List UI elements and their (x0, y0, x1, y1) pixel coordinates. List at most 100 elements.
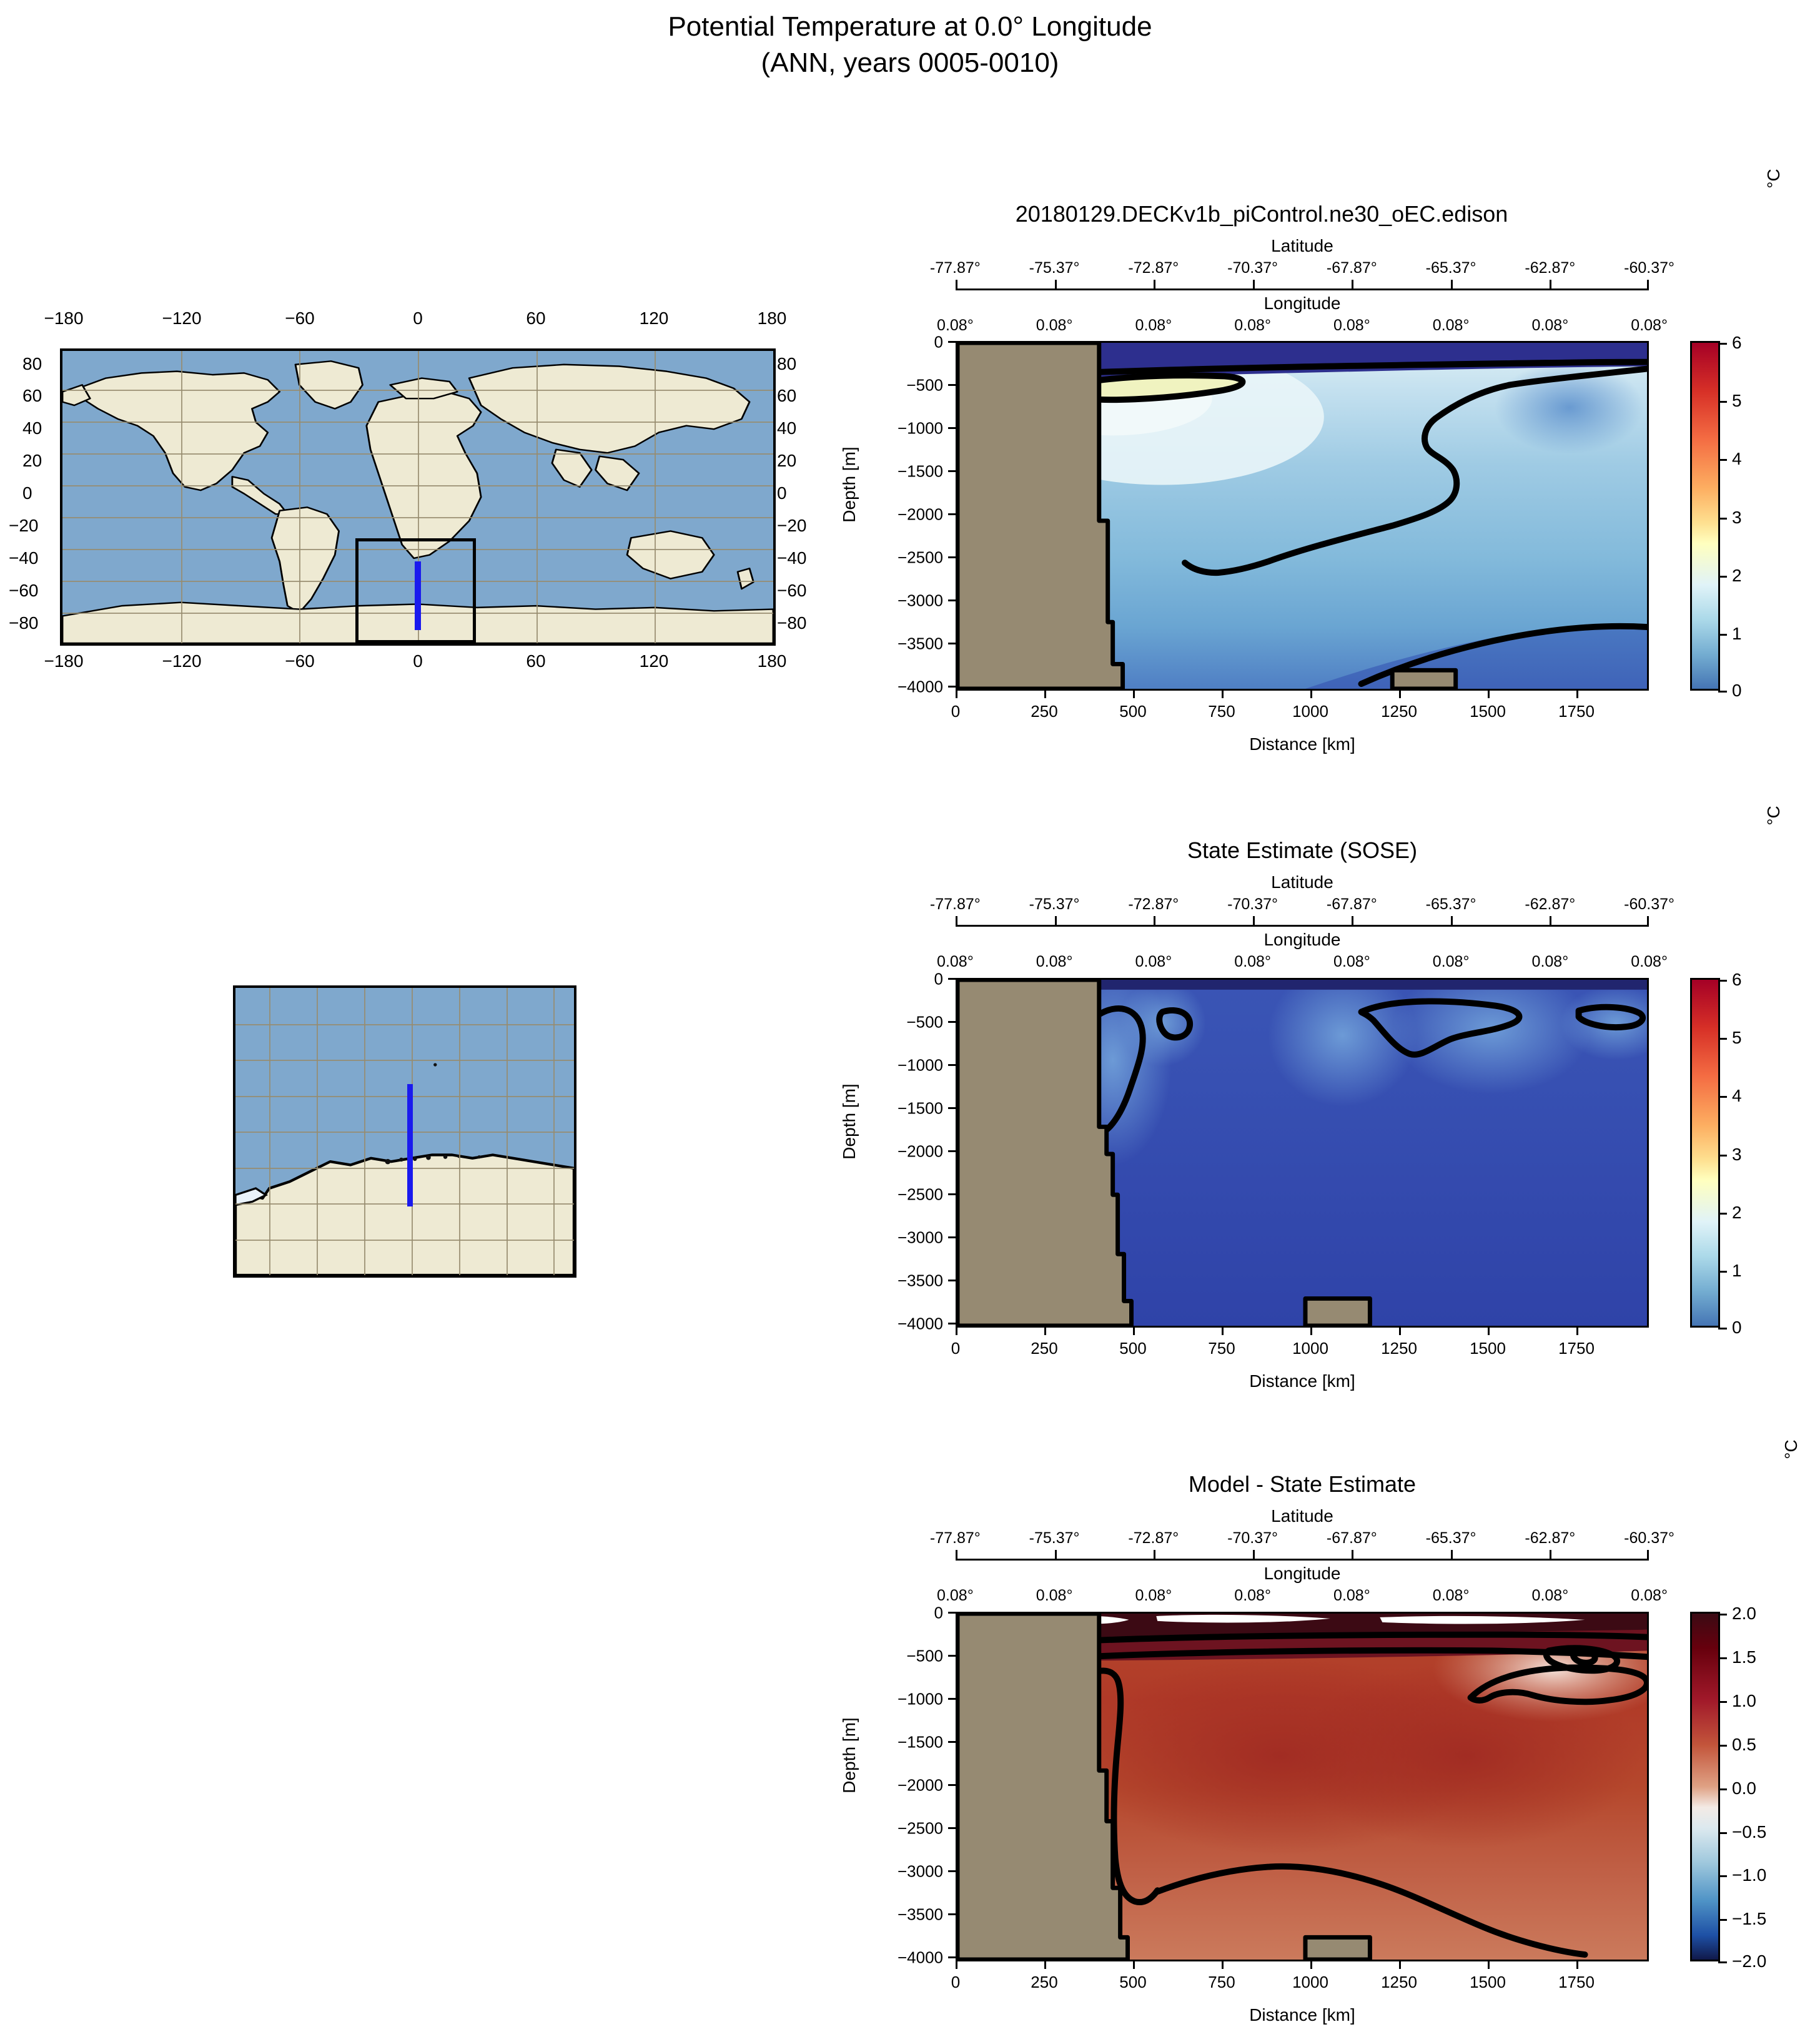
lon-tick: 0.08° (1234, 1587, 1271, 1604)
difference-cross-section-plot[interactable] (956, 1612, 1649, 1961)
longitude-axis-label: Longitude (1264, 293, 1341, 313)
world-map-xtick-bottom: 120 (639, 651, 669, 671)
distance-tick: 1750 (1558, 702, 1595, 721)
colorbar-tick: 6 (1732, 333, 1742, 352)
lon-tick: 0.08° (1631, 317, 1668, 334)
lon-tick: 0.08° (1432, 953, 1470, 970)
longitude-axis-label: Longitude (1264, 1564, 1341, 1583)
lat-tick: -65.37° (1425, 259, 1476, 277)
map-gridline (235, 1203, 574, 1205)
world-map-ytick: 40 (22, 418, 42, 438)
depth-tick: −2500 (897, 1185, 943, 1204)
colorbar-tick: 2 (1732, 566, 1742, 585)
depth-tick: 0 (934, 332, 943, 352)
depth-tick-labels: 0 −500 −1000 −1500 −2000 −2500 −3000 −35… (849, 970, 943, 1333)
distance-tick: 0 (951, 702, 961, 721)
world-map-ytick: 20 (22, 451, 42, 470)
colorbar-tick: −1.5 (1732, 1909, 1767, 1928)
distance-tick: 750 (1208, 1973, 1235, 1991)
map-gridline (235, 1239, 574, 1241)
lon-tick: 0.08° (1333, 953, 1370, 970)
lon-tick: 0.08° (937, 1587, 974, 1604)
depth-tick: −3500 (897, 1905, 943, 1924)
colorbar-tick: 0.5 (1732, 1735, 1756, 1754)
colorbar-tick: 4 (1732, 1086, 1742, 1105)
lat-tick: -72.87° (1128, 895, 1179, 913)
world-map-xtick-bottom: −180 (44, 651, 84, 671)
transect-line (407, 1084, 413, 1206)
distance-axis-label: Distance [km] (1249, 2005, 1355, 2025)
lat-tick: -77.87° (929, 1529, 981, 1547)
depth-tickmarks (948, 974, 956, 1330)
world-map[interactable] (60, 348, 776, 646)
lat-tick: -60.37° (1624, 259, 1675, 277)
colorbar-tick: 3 (1732, 508, 1742, 527)
difference-colorbar[interactable]: 2.0 1.5 1.0 0.5 0.0 −0.5 −1.0 −1.5 −2.0 (1690, 1604, 1766, 1971)
distance-tickmarks (956, 1961, 1649, 1970)
depth-tick: −1000 (897, 1689, 943, 1709)
latitude-tick-row: -77.87° -75.37° -72.87° -70.37° -67.87° … (906, 1529, 1699, 1547)
inset-region-box (355, 538, 477, 643)
lon-tick: 0.08° (1234, 317, 1271, 334)
depth-tick: −3000 (897, 591, 943, 610)
colorbar-tick: 0 (1732, 681, 1742, 700)
lat-tick: -77.87° (929, 259, 981, 277)
lat-tick: -67.87° (1326, 1529, 1377, 1547)
distance-tick: 500 (1119, 1339, 1147, 1358)
depth-tick: −1500 (897, 1098, 943, 1118)
zoom-map[interactable] (233, 985, 576, 1278)
distance-tick: 750 (1208, 1339, 1235, 1358)
map-gridline (299, 351, 301, 643)
sose-cross-section-plot[interactable] (956, 978, 1649, 1328)
distance-tick: 1000 (1292, 1339, 1328, 1358)
map-gridline (655, 351, 656, 643)
distance-tick: 1250 (1381, 702, 1417, 721)
depth-tick: −500 (906, 1646, 943, 1665)
map-gridline (235, 1167, 574, 1169)
lat-tick: -72.87° (1128, 1529, 1179, 1547)
lat-tick: -62.87° (1525, 895, 1576, 913)
colorbar-unit: °C (1781, 1439, 1801, 1459)
lon-tick: 0.08° (1036, 953, 1073, 970)
figure-title: Potential Temperature at 0.0° Longitude … (0, 0, 1820, 81)
distance-tick-labels: 0 250 500 750 1000 1250 1500 1750 (951, 1339, 1649, 1364)
world-map-ytick: 80 (22, 354, 42, 373)
model-colorbar[interactable]: 6 5 4 3 2 1 0 (1690, 333, 1742, 700)
lat-tick: -60.37° (1624, 1529, 1675, 1547)
map-gridline (418, 351, 419, 643)
distance-tick: 1000 (1292, 1973, 1328, 1991)
map-gridline (235, 1023, 574, 1025)
lon-tick: 0.08° (1531, 317, 1569, 334)
map-gridline (536, 351, 538, 643)
depth-tick: −1500 (897, 461, 943, 481)
lat-tick: -65.37° (1425, 1529, 1476, 1547)
world-map-ytick-right: 40 (777, 418, 797, 438)
panel-title: State Estimate (SOSE) (1187, 837, 1418, 863)
map-gridline (235, 1095, 574, 1097)
model-cross-section-plot[interactable] (956, 341, 1649, 691)
sose-colorbar[interactable]: 6 5 4 3 2 1 0 (1690, 970, 1742, 1337)
colorbar-tick: 2.0 (1732, 1604, 1756, 1623)
lat-tick: -67.87° (1326, 259, 1377, 277)
world-map-ytick-right: −20 (777, 516, 807, 535)
world-map-ytick-right: −40 (777, 548, 807, 568)
world-map-ytick-right: 60 (777, 386, 797, 405)
world-map-ytick: 60 (22, 386, 42, 405)
depth-tick-labels: 0 −500 −1000 −1500 −2000 −2500 −3000 −35… (849, 1604, 943, 1967)
lon-tick: 0.08° (1631, 953, 1668, 970)
world-map-ytick-right: 0 (777, 483, 787, 503)
depth-tick: −2000 (897, 1142, 943, 1161)
colorbar-tick: 1 (1732, 624, 1742, 643)
longitude-axis-label: Longitude (1264, 930, 1341, 949)
lon-tick: 0.08° (1531, 1587, 1569, 1604)
depth-tick: 0 (934, 1603, 943, 1622)
distance-tick: 0 (951, 1973, 961, 1991)
world-map-ytick-right: 80 (777, 354, 797, 373)
world-map-ytick-right: −80 (777, 613, 807, 633)
distance-tick: 1500 (1470, 1973, 1506, 1991)
distance-tick-labels: 0 250 500 750 1000 1250 1500 1750 (951, 702, 1649, 727)
lon-tick: 0.08° (937, 953, 974, 970)
depth-tick: −500 (906, 375, 943, 395)
world-map-xtick: 60 (526, 308, 546, 328)
colorbar-tick: 2 (1732, 1203, 1742, 1222)
